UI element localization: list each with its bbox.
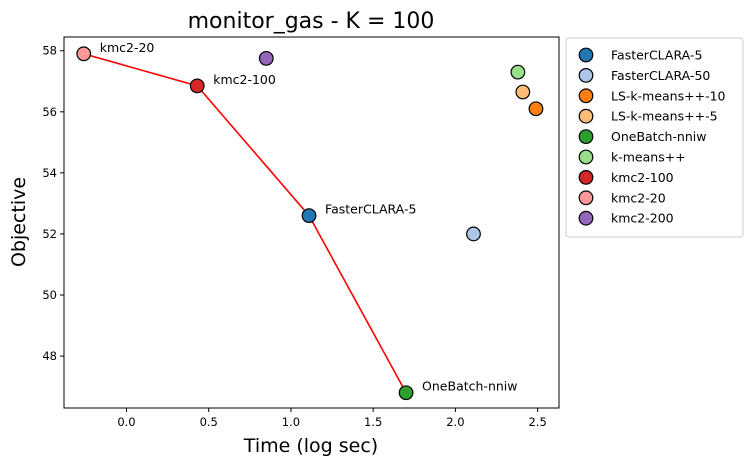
legend-marker	[578, 210, 594, 226]
legend: FasterCLARA-5 FasterCLARA-50 LS-k-means++-…	[565, 37, 744, 238]
legend-marker	[578, 88, 594, 104]
legend-label: kmc2-200	[611, 211, 674, 226]
legend-label: FasterCLARA-5	[611, 48, 702, 63]
legend-marker	[578, 129, 594, 145]
legend-marker	[578, 149, 594, 165]
pareto-front	[83, 53, 407, 394]
legend-label: FasterCLARA-50	[611, 68, 710, 83]
x-axis: 0.0 0.5 1.0 1.5 2.0 2.5	[117, 408, 547, 429]
point-ls-k-means-10	[528, 101, 544, 117]
point-kmc2-20	[76, 46, 92, 62]
x-tick-label: 0.5	[200, 415, 218, 429]
legend-label: kmc2-100	[611, 170, 674, 185]
x-tick-label: 1.5	[364, 415, 382, 429]
annotation-kmc2-100: kmc2-100	[213, 72, 276, 87]
point-kmc2-200	[258, 50, 274, 66]
annotation-onebatch-nniw: OneBatch-nniw	[422, 379, 517, 394]
legend-marker	[578, 67, 594, 83]
x-tick-label: 2.5	[528, 415, 546, 429]
legend-box	[565, 37, 744, 238]
scatter-points	[76, 46, 544, 401]
x-axis-title: Time (log sec)	[243, 435, 378, 457]
point-ls-k-means-5	[515, 84, 531, 100]
pareto-line	[83, 53, 407, 394]
annotation-fasterclara-5: FasterCLARA-5	[325, 202, 416, 217]
legend-marker	[578, 190, 594, 206]
point-annotations: kmc2-20 kmc2-100 FasterCLARA-5 OneBatch-nni…	[100, 40, 518, 394]
point-k-means-	[510, 64, 526, 80]
y-tick-label: 58	[42, 44, 57, 58]
legend-label: LS-k-means++-5	[611, 109, 718, 124]
annotation-kmc2-20: kmc2-20	[100, 40, 155, 55]
legend-marker	[578, 169, 594, 185]
legend-label: k-means++	[611, 150, 686, 165]
legend-marker	[578, 108, 594, 124]
point-onebatch-nniw	[398, 385, 414, 401]
legend-label: OneBatch-nniw	[611, 129, 706, 144]
legend-marker	[578, 47, 594, 63]
y-axis: 48 50 52 54 56 58	[42, 44, 64, 363]
y-tick-label: 56	[42, 105, 57, 119]
y-tick-label: 48	[42, 349, 57, 363]
point-kmc2-100	[189, 78, 205, 94]
legend-label: kmc2-20	[611, 190, 666, 205]
point-fasterclara-5	[301, 208, 317, 224]
plot-area	[63, 36, 560, 409]
y-tick-label: 52	[42, 227, 57, 241]
x-tick-label: 1.0	[282, 415, 300, 429]
point-fasterclara-50	[466, 226, 481, 242]
y-axis-title: Objective	[8, 177, 30, 267]
y-tick-label: 50	[42, 288, 57, 302]
x-tick-label: 0.0	[117, 415, 135, 429]
legend-label: LS-k-means++-10	[611, 88, 726, 103]
x-tick-label: 2.0	[446, 415, 464, 429]
y-tick-label: 54	[42, 166, 57, 180]
chart-title: monitor_gas - K = 100	[188, 9, 435, 34]
